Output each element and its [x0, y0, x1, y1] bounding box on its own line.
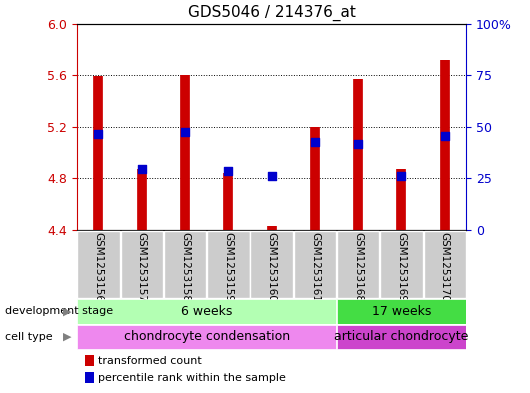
Point — [224, 167, 233, 174]
Text: 17 weeks: 17 weeks — [372, 305, 431, 318]
Point — [137, 166, 146, 173]
Bar — [77, 299, 336, 324]
Text: ▶: ▶ — [63, 332, 72, 342]
Text: GSM1253157: GSM1253157 — [137, 232, 147, 302]
Text: GSM1253158: GSM1253158 — [180, 232, 190, 302]
Text: GSM1253156: GSM1253156 — [93, 232, 103, 302]
Text: percentile rank within the sample: percentile rank within the sample — [98, 373, 286, 383]
Text: cell type: cell type — [5, 332, 53, 342]
Bar — [337, 299, 466, 324]
Bar — [250, 231, 293, 298]
Bar — [77, 325, 336, 349]
Point — [440, 132, 449, 139]
Point — [398, 173, 406, 179]
Bar — [337, 325, 466, 349]
Text: development stage: development stage — [5, 307, 113, 316]
Bar — [380, 231, 423, 298]
Point — [94, 131, 103, 138]
Bar — [77, 231, 120, 298]
Text: transformed count: transformed count — [98, 356, 202, 366]
Bar — [207, 231, 250, 298]
Point — [267, 173, 276, 179]
Text: GSM1253169: GSM1253169 — [396, 232, 407, 302]
Point — [354, 140, 363, 147]
Bar — [120, 231, 163, 298]
Text: GSM1253168: GSM1253168 — [353, 232, 363, 302]
Text: articular chondrocyte: articular chondrocyte — [334, 331, 469, 343]
Point — [311, 139, 319, 145]
Bar — [164, 231, 206, 298]
Text: GSM1253170: GSM1253170 — [440, 232, 450, 302]
Text: chondrocyte condensation: chondrocyte condensation — [123, 331, 290, 343]
Bar — [294, 231, 336, 298]
Text: 6 weeks: 6 weeks — [181, 305, 232, 318]
Title: GDS5046 / 214376_at: GDS5046 / 214376_at — [188, 5, 356, 21]
Bar — [337, 231, 379, 298]
Text: GSM1253160: GSM1253160 — [267, 232, 277, 302]
Bar — [423, 231, 466, 298]
Text: GSM1253161: GSM1253161 — [310, 232, 320, 302]
Bar — [85, 372, 94, 383]
Point — [181, 129, 189, 135]
Text: ▶: ▶ — [63, 307, 72, 316]
Bar — [85, 355, 94, 366]
Text: GSM1253159: GSM1253159 — [223, 232, 233, 302]
